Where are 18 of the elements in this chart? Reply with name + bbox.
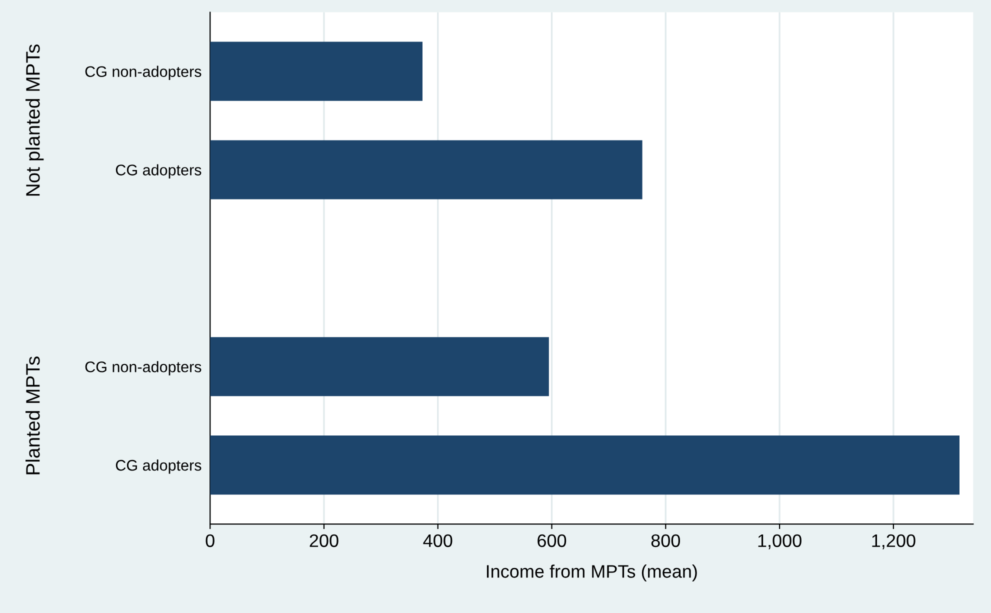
bar — [210, 436, 960, 495]
y-tick-label: CG non-adopters — [85, 66, 202, 80]
y-tick-label: CG non-adopters — [85, 361, 202, 376]
x-tick-label: 1,000 — [758, 534, 802, 550]
text: Not planted MPTs — [26, 44, 44, 196]
bar — [210, 140, 642, 200]
bar — [210, 42, 422, 101]
y-tick-label: CG adopters — [116, 164, 202, 178]
x-tick-label: 400 — [423, 534, 452, 548]
bar — [210, 337, 549, 396]
text: Planted MPTs — [26, 356, 40, 474]
x-tick-label: 1,200 — [872, 534, 916, 550]
y-tick-label: CG adopters — [116, 460, 202, 474]
x-axis-title: Income from MPTs (mean) — [486, 564, 697, 582]
x-tick-label: 800 — [651, 534, 680, 548]
x-tick-label: 200 — [310, 534, 338, 548]
x-tick-label: 600 — [538, 534, 566, 548]
x-tick-label: 0 — [206, 534, 214, 548]
